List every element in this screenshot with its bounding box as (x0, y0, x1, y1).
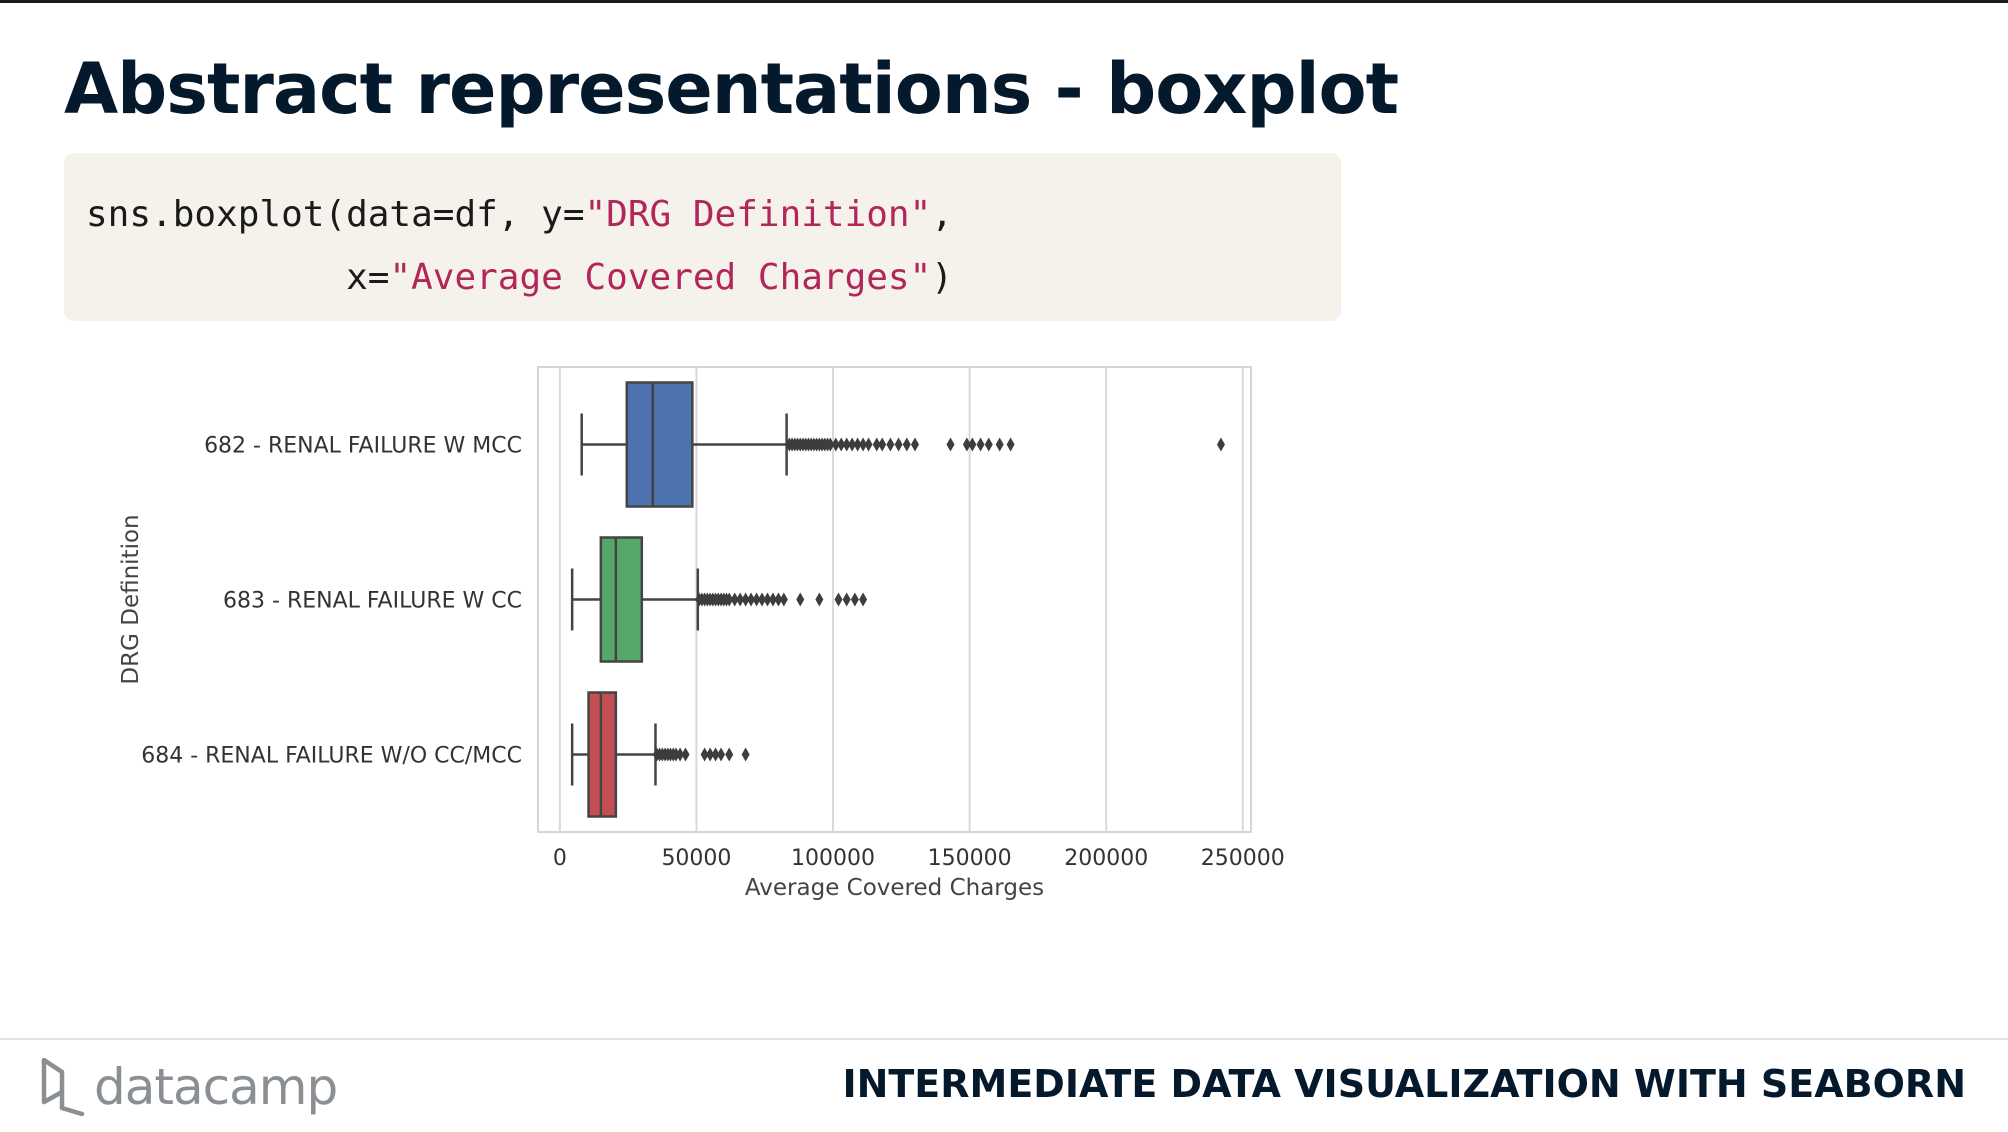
outlier-point (995, 437, 1004, 452)
outlier-point (700, 747, 709, 762)
outlier-point (717, 747, 726, 762)
outlier-point (853, 437, 862, 452)
y-tick-label: 683 - RENAL FAILURE W CC (223, 589, 522, 614)
x-tick-label: 250000 (1201, 846, 1285, 871)
outlier-point (848, 437, 857, 452)
outlier-point (796, 592, 805, 607)
box-iqr (587, 691, 618, 818)
outlier-point (968, 437, 977, 452)
outlier-point (741, 592, 750, 607)
outlier-point (842, 437, 851, 452)
outlier-point (774, 592, 783, 607)
outlier-point (886, 437, 895, 452)
box-iqr (599, 536, 644, 663)
code-line-1: sns.boxplot(data=df, y="DRG Definition", (86, 183, 1319, 246)
top-rule (0, 0, 2008, 3)
outlier-point (962, 437, 971, 452)
outlier-point (725, 747, 734, 762)
x-tick-label: 0 (553, 846, 567, 871)
outlier-point (834, 592, 843, 607)
outlier-point (758, 592, 767, 607)
code-line-2: x="Average Covered Charges") (86, 246, 1319, 309)
outlier-point (768, 592, 777, 607)
outlier-point (706, 747, 715, 762)
outlier-point (859, 437, 868, 452)
outlier-point (711, 747, 720, 762)
y-axis-label: DRG Definition (118, 514, 144, 684)
outlier-point (1006, 437, 1015, 452)
x-tick-label: 100000 (791, 846, 875, 871)
outlier-point (910, 437, 919, 452)
outlier-point (984, 437, 993, 452)
outlier-point (671, 747, 680, 762)
outlier-point (831, 437, 840, 452)
outlier-point (878, 437, 887, 452)
outlier-point (894, 437, 903, 452)
footer-rule (0, 1038, 2008, 1040)
outlier-point (752, 592, 761, 607)
boxplot-chart: 0 50000 100000 150000 200000 250000 Average Co… (118, 366, 1285, 901)
outlier-point (872, 437, 881, 452)
code-text: x= (86, 257, 390, 298)
code-block: sns.boxplot(data=df, y="DRG Definition",… (64, 153, 1341, 321)
x-tick-label: 150000 (928, 846, 1012, 871)
outlier-point (826, 437, 835, 452)
datacamp-logo-icon (41, 1058, 85, 1116)
outlier-point (676, 747, 685, 762)
brand-logo: datacamp (40, 1056, 338, 1118)
outlier-point (747, 592, 756, 607)
outlier-point (681, 747, 690, 762)
outlier-point (902, 437, 911, 452)
outlier-point (741, 747, 750, 762)
outlier-point (1216, 437, 1225, 452)
outlier-point (946, 437, 955, 452)
x-tick-label: 50000 (661, 846, 731, 871)
y-tick-label: 682 - RENAL FAILURE W MCC (204, 434, 522, 459)
code-text: , (931, 194, 953, 235)
outlier-point (730, 592, 739, 607)
outlier-point (725, 592, 734, 607)
code-string: "DRG Definition" (584, 194, 932, 235)
code-text: sns.boxplot(data=df, y= (86, 194, 585, 235)
box-iqr (625, 381, 694, 508)
slide-title: Abstract representations - boxplot (64, 48, 1399, 130)
outlier-point (779, 592, 788, 607)
outlier-point (976, 437, 985, 452)
brand-name: datacamp (94, 1058, 338, 1116)
outlier-point (837, 437, 846, 452)
code-string: "Average Covered Charges" (389, 257, 932, 298)
outlier-point (763, 592, 772, 607)
x-tick-label: 200000 (1064, 846, 1148, 871)
outlier-point (842, 592, 851, 607)
outlier-point (864, 437, 873, 452)
course-title: INTERMEDIATE DATA VISUALIZATION WITH SEA… (842, 1062, 1966, 1106)
outlier-point (736, 592, 745, 607)
outlier-point (815, 592, 824, 607)
y-tick-label: 684 - RENAL FAILURE W/O CC/MCC (141, 744, 522, 769)
code-text: ) (931, 257, 953, 298)
x-axis-label: Average Covered Charges (745, 875, 1044, 901)
outlier-point (859, 592, 868, 607)
outlier-point (850, 592, 859, 607)
